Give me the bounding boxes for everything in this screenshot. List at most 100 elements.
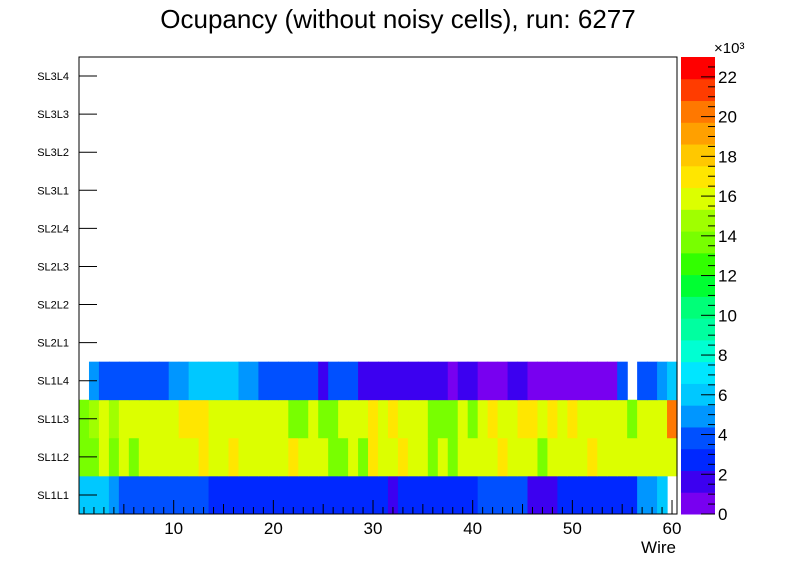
heatmap-cell xyxy=(387,475,399,515)
heatmap-cell xyxy=(637,361,648,401)
heatmap-cell xyxy=(208,399,220,439)
heatmap-cell xyxy=(268,399,279,439)
heatmap-cell xyxy=(387,361,399,401)
heatmap-cell xyxy=(138,361,150,401)
heatmap-cell xyxy=(607,399,618,439)
heatmap-cell xyxy=(228,399,240,439)
heatmap-cell xyxy=(308,437,319,477)
z-axis: 0 2 4 6 8 10 12 14 16 18 20 22 xyxy=(701,66,737,524)
heatmap-cell xyxy=(288,361,299,401)
z-tick-label: 2 xyxy=(718,465,727,484)
heatmap-cell xyxy=(158,475,170,515)
heatmap-cell xyxy=(577,437,588,477)
heatmap-cell xyxy=(397,361,409,401)
y-tick-label: SL1L1 xyxy=(37,490,69,502)
palette-swatch xyxy=(681,231,715,254)
x-tick-label: 10 xyxy=(164,519,183,538)
heatmap-cell xyxy=(298,399,309,439)
heatmap-cell xyxy=(547,361,558,401)
heatmap-cell xyxy=(407,437,419,477)
heatmap-cell xyxy=(368,399,379,439)
palette-swatch xyxy=(681,492,715,515)
heatmap-cell xyxy=(407,361,419,401)
heatmap-cell xyxy=(338,361,349,401)
palette-swatch xyxy=(681,296,715,319)
heatmap-cell xyxy=(457,361,469,401)
heatmap-cell xyxy=(328,437,339,477)
heatmap-cell xyxy=(358,475,369,515)
heatmap-cell xyxy=(507,437,519,477)
heatmap-cell xyxy=(647,361,658,401)
heatmap-cell xyxy=(447,475,459,515)
heatmap-cell xyxy=(467,361,479,401)
heatmap-cell xyxy=(407,399,419,439)
heatmap-cell xyxy=(417,437,429,477)
heatmap-cell xyxy=(358,361,369,401)
heatmap-cell xyxy=(148,399,160,439)
heatmap-cell xyxy=(228,361,240,401)
y-tick-label: SL2L4 xyxy=(37,223,69,235)
heatmap-cell xyxy=(158,437,170,477)
heatmap-cell xyxy=(178,475,190,515)
y-tick-label: SL2L1 xyxy=(37,338,69,350)
heatmap-cell xyxy=(537,399,549,439)
heatmap-cell xyxy=(527,475,539,515)
heatmap-cell xyxy=(537,437,549,477)
z-tick-label: 10 xyxy=(718,306,737,325)
heatmap-cell xyxy=(467,437,479,477)
heatmap-cell xyxy=(617,361,628,401)
heatmap-cell xyxy=(557,399,568,439)
y-tick-label: SL3L3 xyxy=(37,109,69,121)
heatmap-cell xyxy=(168,399,180,439)
heatmap-cell xyxy=(308,361,319,401)
heatmap-cell xyxy=(108,399,120,439)
heatmap-cell xyxy=(208,437,220,477)
heatmap-cell xyxy=(607,475,618,515)
x-tick-label: 60 xyxy=(663,519,682,538)
heatmap-cell xyxy=(128,361,140,401)
heatmap-cell xyxy=(228,475,240,515)
heatmap-cell xyxy=(597,361,608,401)
heatmap-cell xyxy=(268,475,279,515)
heatmap-cell xyxy=(148,361,160,401)
heatmap-cell xyxy=(567,361,578,401)
palette-swatch xyxy=(681,78,715,102)
palette-swatch xyxy=(681,165,715,189)
heatmap-cell xyxy=(437,475,449,515)
heatmap-cell xyxy=(487,437,499,477)
z-tick-label: 18 xyxy=(718,147,737,166)
palette-swatch xyxy=(681,57,715,80)
heatmap-cell xyxy=(298,361,309,401)
y-tick-label: SL1L3 xyxy=(37,414,69,426)
heatmap-cell xyxy=(647,437,658,477)
heatmap-cell xyxy=(477,361,489,401)
palette-swatch xyxy=(681,209,715,232)
heatmap-cell xyxy=(427,475,439,515)
heatmap-cell xyxy=(497,399,509,439)
z-tick-label: 8 xyxy=(718,346,727,365)
heatmap-cell xyxy=(368,437,379,477)
y-axis: SL1L1 SL1L2 SL1L3 SL1L4 SL2L1 SL2L2 SL2L3 SL2L4… xyxy=(37,71,97,502)
z-tick-label: 4 xyxy=(718,426,727,445)
heatmap-cell xyxy=(567,437,578,477)
heatmap-cell xyxy=(158,399,170,439)
heatmap-cell xyxy=(627,475,638,515)
heatmap-cell xyxy=(368,361,379,401)
heatmap-cell xyxy=(198,475,210,515)
heatmap-cell xyxy=(238,399,250,439)
heatmap-cell xyxy=(188,475,200,515)
z-tick-label: 12 xyxy=(718,267,737,286)
heatmap-cell xyxy=(108,437,120,477)
heatmap-cell xyxy=(178,437,190,477)
palette-swatch xyxy=(681,361,715,384)
heatmap-cell xyxy=(148,437,160,477)
heatmap-cell xyxy=(238,475,250,515)
heatmap-cell xyxy=(497,475,509,515)
heatmap-cell xyxy=(218,361,230,401)
heatmap-cell xyxy=(378,361,389,401)
heatmap-cell xyxy=(328,361,339,401)
heatmap-cell xyxy=(517,475,529,515)
y-tick-label: SL3L4 xyxy=(37,71,69,83)
heatmap-cell xyxy=(288,437,299,477)
heatmap-cell xyxy=(328,475,339,515)
